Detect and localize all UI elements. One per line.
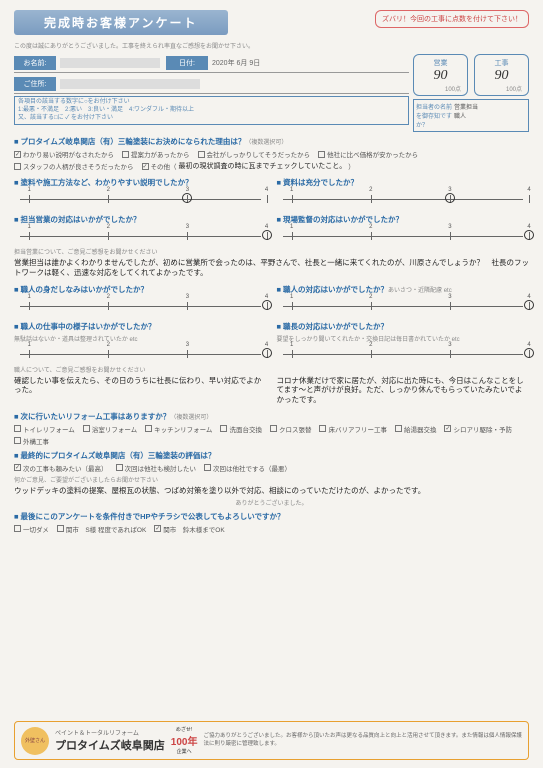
score-kouji: 工事 90 100点 (474, 54, 529, 96)
score-cards: 営業 90 100点 工事 90 100点 (413, 54, 529, 96)
score-eigyo: 営業 90 100点 (413, 54, 468, 96)
q12-title: 最後にこのアンケートを条件付きでHPやチラシで公表してもよろしいですか？ (14, 511, 529, 522)
date-label: 日付: (166, 56, 208, 70)
score-kouji-max: 100点 (506, 84, 522, 93)
q6-title: 職人の身だしなみはいかがでしたか？ (14, 284, 267, 295)
q11-title: 最終的にプロタイムズ岐阜関店（有）三輪塗装の評価は？ (14, 450, 529, 461)
address-label: ご住所: (14, 77, 56, 91)
free2-right: コロナ休業だけで家に居たが、対応に出た時にも、今日はこんなことをしてます〜と声が… (277, 374, 530, 407)
q10-title: 次に行いたいリフォーム工事はありますか？（複数選択可） (14, 411, 529, 422)
score-kouji-label: 工事 (495, 58, 509, 68)
q11-opt-2[interactable]: 次回は他社でする（最悪） (204, 463, 291, 473)
q11-options: ✓次の工事も頼みたい（最高） 次回は他社も検討したい次回は他社でする（最悪） (14, 463, 529, 473)
q12-opt-0[interactable]: 一切ダメ (14, 524, 49, 534)
q10-opt-2[interactable]: キッチンリフォーム (145, 424, 212, 434)
q10-opt-6[interactable]: 給湯器交換 (395, 424, 437, 434)
tantou-a2: 職人 (454, 111, 478, 120)
q6-scale[interactable]: 1234 (14, 297, 267, 313)
free1-prompt: 担当営業について、ご意見ご感想をお聞かせください (14, 247, 529, 256)
q11-opt-0[interactable]: ✓次の工事も頼みたい（最高） (14, 463, 108, 473)
q10-opt-8[interactable]: 外構工事 (14, 436, 49, 446)
name-value (60, 58, 160, 68)
score-eigyo-max: 100点 (445, 84, 461, 93)
q3-scale[interactable]: 1234 (277, 190, 530, 206)
q7-title: 職人の対応はいかがでしたか？あいさつ・近隣配慮 etc (277, 284, 530, 295)
q5-title: 現場監督の対応はいかがでしたか？ (277, 214, 530, 225)
instr-1: 各項目の該当する数字に○をお付け下さい (18, 99, 405, 107)
tantou-a1: 営業担当 (454, 102, 478, 111)
footer-brand-small: ペイント＆トータルリフォーム (55, 728, 165, 737)
q10-opt-1[interactable]: 浴室リフォーム (83, 424, 137, 434)
q1-opt-0[interactable]: ✓わかり易い説明がなされたから (14, 149, 114, 159)
q12-opt-2[interactable]: ✓関市 鈴木様までOK (154, 524, 224, 534)
q10-options: トイレリフォーム浴室リフォームキッチンリフォーム洗面台交換クロス張替床バリアフリ… (14, 424, 529, 446)
q7-scale[interactable]: 1234 (277, 297, 530, 313)
q9-sub: 要望をしっかり聞いてくれたか・交換日記は毎日書かれていたか etc (277, 334, 530, 343)
free3-prompt: 何かご意見、ご要望がございましたらお聞かせ下さい (14, 475, 529, 484)
free1-text: 営業担当は誰かよくわかりませんでしたが、初めに営業所で会ったのは、平野さんで、社… (14, 256, 529, 280)
instr-2: 1:最悪・不満足 2:悪い 3:良い・満足 4:ワンダフル・期待以上 (18, 107, 405, 115)
free3-text: ウッドデッキの塗料の提案、屋根瓦の状態、つばめ対策を塗り以外で対応、相談にのって… (14, 484, 529, 498)
q8-title: 職人の仕事中の様子はいかがでしたか？ (14, 321, 267, 332)
q2-title: 塗料や施工方法など、わかりやすい説明でしたか？ (14, 177, 267, 188)
q1-opt-1[interactable]: 提案力があったから (122, 149, 190, 159)
footer-badge-pre: めざせ! (171, 726, 198, 733)
date-value: 2020年 6月 9日 (212, 58, 260, 68)
q12-options: 一切ダメ関市 S様 程度であればOK ✓関市 鈴木様までOK (14, 524, 529, 534)
q2-scale[interactable]: 1234 (14, 190, 267, 206)
q1-opt-5[interactable]: ✓その他（最初の現状調査の時に瓦までチェックしていたこと。） (142, 161, 355, 171)
q10-opt-5[interactable]: 床バリアフリー工事 (319, 424, 387, 434)
q8-scale[interactable]: 1234 (14, 345, 267, 361)
address-value (60, 79, 200, 89)
score-eigyo-value: 90 (434, 68, 448, 84)
q1-options: ✓わかり易い説明がなされたから提案力があったから会社がしっかりしてそうだったから… (14, 149, 529, 171)
instr-3: 又、該当する□に ✓ をお付け下さい (18, 115, 405, 123)
q10-opt-3[interactable]: 洗面台交換 (220, 424, 262, 434)
q12-opt-1[interactable]: 関市 S様 程度であればOK (57, 524, 146, 534)
footer-badge-post: 企業へ (171, 748, 198, 755)
header: 完成時お客様アンケート ズバリ！今回の工事に点数を付けて下さい！ (14, 10, 529, 35)
free3-thanks: ありがとうございました。 (14, 498, 529, 507)
q4-scale[interactable]: 1234 (14, 227, 267, 243)
q10-opt-7[interactable]: ✓シロアリ駆除・予防 (444, 424, 512, 434)
footer-badge: 100年 (171, 733, 198, 748)
q10-opt-4[interactable]: クロス張替 (270, 424, 312, 434)
free2-left: 確認したい事を伝えたら、その日のうちに社長に伝わり、早い対応でよかった。 (14, 374, 267, 407)
footer-brand-main: プロタイムズ岐阜関店 (55, 740, 165, 752)
q10-opt-0[interactable]: トイレリフォーム (14, 424, 75, 434)
q4-title: 担当営業の対応はいかがでしたか？ (14, 214, 267, 225)
free2-prompt: 職人について、ご意見ご感想をお聞かせください (14, 365, 529, 374)
q1-opt-4[interactable]: スタッフの人柄が良さそうだったから (14, 161, 134, 171)
tantou-q: 担当者の名前を御存知ですか？ (416, 102, 452, 129)
q5-scale[interactable]: 1234 (277, 227, 530, 243)
q8-sub: 無駄話はないか・道具は整理されていたか etc (14, 334, 267, 343)
instructions: 各項目の該当する数字に○をお付け下さい 1:最悪・不満足 2:悪い 3:良い・満… (14, 96, 409, 125)
q1-title: プロタイムズ岐阜関店（有）三輪塗装にお決めになられた理由は？（複数選択可） (14, 136, 529, 147)
footer: 外壁さん ペイント＆トータルリフォーム プロタイムズ岐阜関店 めざせ! 100年… (14, 721, 529, 760)
footer-logo: 外壁さん (21, 727, 49, 755)
info-row: お名前: 日付: 2020年 6月 9日 ご住所: 各項目の該当する数字に○をお… (14, 54, 529, 132)
q11-opt-1[interactable]: 次回は他社も検討したい (116, 463, 197, 473)
q9-scale[interactable]: 1234 (277, 345, 530, 361)
score-kouji-value: 90 (495, 68, 509, 84)
page-title: 完成時お客様アンケート (14, 10, 228, 35)
subtitle: この度は誠にありがとうございました。工事を終えられ率直なご感想をお聞かせ下さい。 (14, 41, 529, 50)
q1-opt-3[interactable]: 他社に比べ価格が安かったから (318, 149, 418, 159)
score-prompt: ズバリ！今回の工事に点数を付けて下さい！ (375, 10, 529, 28)
tantou-box: 担当者の名前を御存知ですか？ 営業担当 職人 (413, 99, 529, 132)
score-eigyo-label: 営業 (434, 58, 448, 68)
name-label: お名前: (14, 56, 56, 70)
q3-title: 資料は充分でしたか？ (277, 177, 530, 188)
footer-brand: ペイント＆トータルリフォーム プロタイムズ岐阜関店 (55, 728, 165, 752)
footer-text: ご協力ありがとうございました。お客様から頂いたお声は更なる品質向上と向上と活用さ… (203, 733, 522, 747)
q9-title: 職長の対応はいかがでしたか？ (277, 321, 530, 332)
q1-opt-2[interactable]: 会社がしっかりしてそうだったから (198, 149, 311, 159)
